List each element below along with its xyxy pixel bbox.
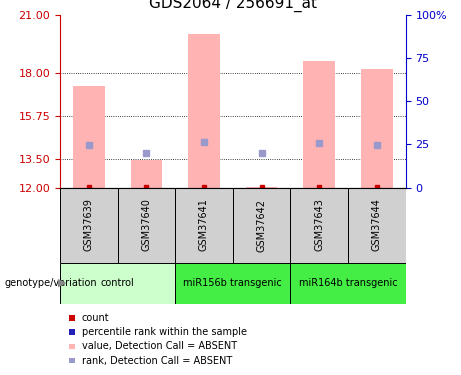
- Text: count: count: [82, 313, 109, 323]
- Bar: [175, 262, 290, 304]
- Text: control: control: [100, 278, 135, 288]
- Text: genotype/variation: genotype/variation: [5, 278, 97, 288]
- Text: percentile rank within the sample: percentile rank within the sample: [82, 327, 247, 337]
- Title: GDS2064 / 256691_at: GDS2064 / 256691_at: [149, 0, 317, 12]
- Text: rank, Detection Call = ABSENT: rank, Detection Call = ABSENT: [82, 356, 232, 366]
- Text: GSM37642: GSM37642: [257, 198, 266, 252]
- Text: miR156b transgenic: miR156b transgenic: [183, 278, 282, 288]
- Text: ▶: ▶: [58, 278, 66, 288]
- Text: GSM37644: GSM37644: [372, 199, 382, 251]
- Bar: [118, 188, 175, 262]
- Text: miR164b transgenic: miR164b transgenic: [299, 278, 397, 288]
- Text: value, Detection Call = ABSENT: value, Detection Call = ABSENT: [82, 341, 236, 351]
- Bar: [361, 69, 393, 188]
- Text: GSM37641: GSM37641: [199, 199, 209, 251]
- Bar: [73, 86, 105, 188]
- Bar: [303, 61, 335, 188]
- Bar: [348, 188, 406, 262]
- Bar: [60, 188, 118, 262]
- Bar: [233, 188, 290, 262]
- Bar: [290, 262, 406, 304]
- Text: GSM37640: GSM37640: [142, 199, 151, 251]
- Bar: [130, 160, 162, 188]
- Bar: [175, 188, 233, 262]
- Bar: [60, 262, 175, 304]
- Text: GSM37643: GSM37643: [314, 199, 324, 251]
- Bar: [290, 188, 348, 262]
- Bar: [188, 34, 220, 188]
- Text: GSM37639: GSM37639: [84, 199, 94, 251]
- Bar: [246, 186, 278, 188]
